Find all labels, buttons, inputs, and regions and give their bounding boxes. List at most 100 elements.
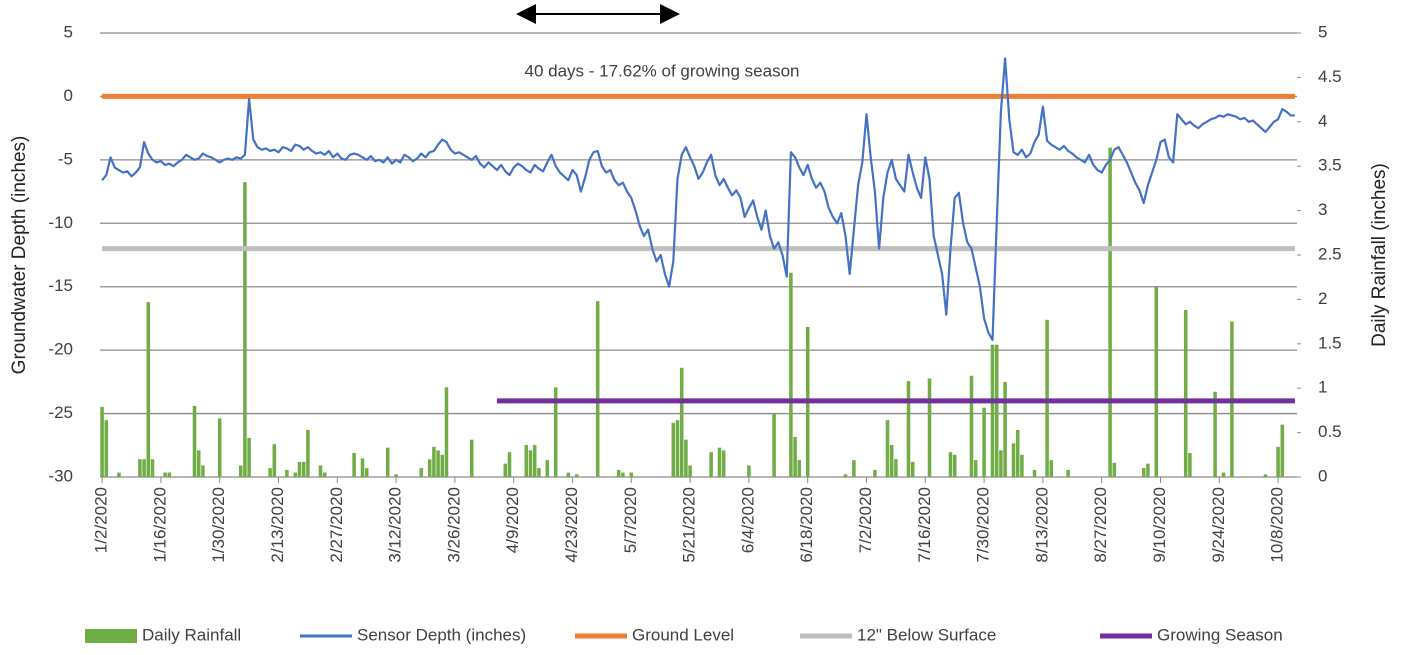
rain-bar <box>889 445 894 477</box>
annotation: 40 days - 17.62% of growing season <box>524 61 799 80</box>
x-tick-label: 4/9/2020 <box>503 487 522 553</box>
rain-bar <box>138 459 142 477</box>
rain-bar <box>671 422 676 477</box>
rain-bar <box>616 469 621 477</box>
rain-bar <box>297 461 302 477</box>
rain-bar <box>973 460 978 477</box>
rain-bar <box>419 468 424 477</box>
rain-bar <box>352 453 356 477</box>
rain-bar <box>574 474 579 477</box>
rain-bar <box>1112 462 1117 477</box>
rain-bar <box>1011 443 1016 477</box>
rain-bar <box>1183 310 1188 477</box>
y2-tick-label: 4 <box>1318 111 1327 130</box>
rain-bar <box>629 472 634 477</box>
rain-bar <box>524 445 529 477</box>
y2-tick-label: 2.5 <box>1318 244 1342 263</box>
rain-bar <box>1032 469 1037 477</box>
series-line <box>101 57 1295 342</box>
legend-label: 12" Below Surface <box>857 625 996 644</box>
x-tick-label: 1/2/2020 <box>92 487 111 553</box>
x-tick-label: 7/16/2020 <box>915 487 934 563</box>
x-tick-label: 5/21/2020 <box>680 487 699 563</box>
rain-bar <box>268 468 272 477</box>
rain-bar <box>684 439 688 477</box>
rain-bar <box>894 459 898 477</box>
rain-bar <box>306 429 310 477</box>
rain-bar <box>789 272 793 477</box>
rain-bar <box>1213 391 1217 477</box>
rain-bar <box>394 474 398 477</box>
rain-bar <box>301 461 306 477</box>
x-tick-label: 7/30/2020 <box>974 487 993 563</box>
y-tick-label: 5 <box>64 22 73 41</box>
rain-bar <box>238 465 243 477</box>
rain-bar <box>427 459 432 477</box>
x-tick-label: 8/13/2020 <box>1032 487 1051 563</box>
y-axis-title: Groundwater Depth (inches) <box>9 136 30 375</box>
rain-bar <box>772 413 776 477</box>
legend-label: Sensor Depth (inches) <box>357 625 526 644</box>
rain-bar <box>192 405 197 477</box>
rain-bar <box>1146 463 1150 477</box>
rain-bar <box>566 472 571 477</box>
rain-bar <box>952 454 957 477</box>
rain-bar <box>621 472 625 477</box>
legend-label: Ground Level <box>632 625 734 644</box>
rain-bar <box>537 468 541 477</box>
rain-bar <box>293 472 298 477</box>
rain-bar <box>948 452 953 477</box>
y2-tick-label: 3 <box>1318 200 1327 219</box>
y2-tick-label: 4.5 <box>1318 67 1342 86</box>
x-tick-label: 2/13/2020 <box>268 487 287 563</box>
x-tick-label: 6/4/2020 <box>738 487 757 553</box>
rain-bar <box>436 450 440 477</box>
rain-bar <box>444 387 449 477</box>
legend-label: Growing Season <box>1157 625 1283 644</box>
rain-bar <box>906 381 911 477</box>
rain-bar <box>217 418 222 477</box>
y2-tick-label: 0 <box>1318 466 1327 485</box>
rain-bar <box>117 472 121 477</box>
rain-bar <box>1141 468 1146 477</box>
rain-bar <box>163 472 167 477</box>
rain-bar <box>285 469 289 477</box>
rain-bar <box>1049 460 1054 477</box>
rain-bar <box>1154 286 1159 477</box>
rain-bar <box>503 463 508 477</box>
rain-bar <box>1108 147 1112 477</box>
rain-bar <box>1003 381 1007 477</box>
x-tick-label: 8/27/2020 <box>1091 487 1110 563</box>
rain-bar <box>885 420 890 477</box>
rain-bar <box>1015 429 1020 477</box>
y-tick-label: -25 <box>48 403 73 422</box>
rain-bar <box>243 182 247 477</box>
y-tick-label: -5 <box>58 149 73 168</box>
rain-bar <box>385 447 390 477</box>
x-tick-label: 2/27/2020 <box>327 487 346 563</box>
x-tick-label: 5/7/2020 <box>621 487 640 553</box>
x-tick-label: 3/12/2020 <box>386 487 405 563</box>
legend-swatch <box>85 629 137 643</box>
rain-bar <box>910 461 915 477</box>
rain-bar <box>364 468 369 477</box>
rain-bar <box>201 465 205 477</box>
rain-bar <box>528 450 533 477</box>
rain-bar <box>797 460 802 477</box>
rain-bar <box>1221 472 1226 477</box>
rain-bar <box>142 459 146 477</box>
rain-bar <box>675 420 680 477</box>
rain-bar <box>469 439 474 477</box>
rain-bar <box>994 344 999 477</box>
rain-bar <box>146 302 151 477</box>
rain-bar <box>969 375 974 477</box>
rain-bar <box>553 387 558 477</box>
rain-bar <box>927 378 932 477</box>
x-tick-label: 6/18/2020 <box>797 487 816 563</box>
rain-bar <box>247 437 251 477</box>
rain-bar <box>873 469 877 477</box>
rain-bar <box>104 420 109 477</box>
legend-label: Daily Rainfall <box>142 625 241 644</box>
x-tick-label: 3/26/2020 <box>444 487 463 563</box>
